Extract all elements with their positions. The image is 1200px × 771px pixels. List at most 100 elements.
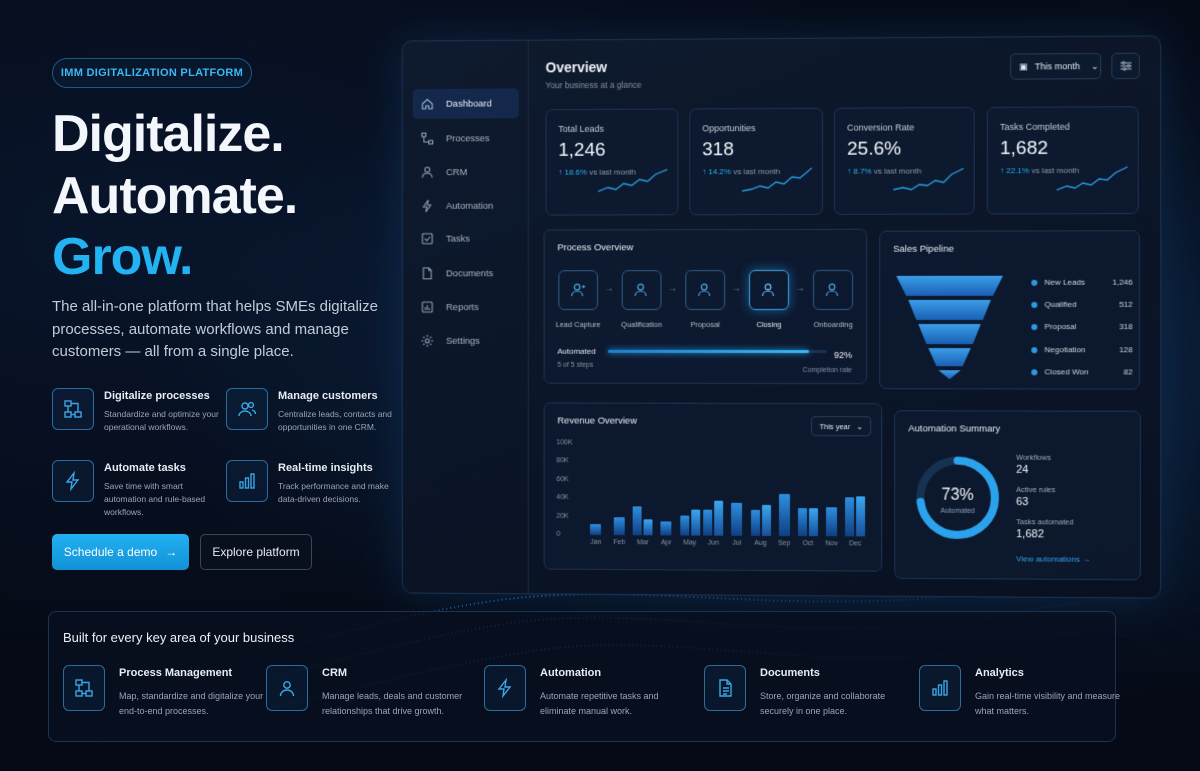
user-icon bbox=[569, 281, 587, 299]
area-analytics[interactable]: Analytics Gain real-time visibility and m… bbox=[919, 665, 1125, 719]
process-step[interactable] bbox=[685, 270, 726, 311]
kpi-card-tasks-completed[interactable]: Tasks Completed 1,682 ↑ 22.1% vs last mon… bbox=[986, 106, 1139, 215]
area-desc: Store, organize and collaborate securely… bbox=[760, 691, 886, 716]
y-tick-label: 0 bbox=[556, 530, 561, 538]
arrow-right-icon: → bbox=[667, 283, 678, 295]
funnel-stage bbox=[938, 370, 961, 380]
revenue-bar bbox=[750, 510, 760, 536]
schedule-demo-button[interactable]: Schedule a demo → bbox=[52, 534, 189, 570]
chevron-down-icon: ⌄ bbox=[856, 421, 863, 431]
period-value: This year bbox=[819, 421, 851, 431]
user-icon bbox=[762, 283, 775, 297]
step-label: Lead Capture bbox=[555, 319, 601, 329]
filter-button[interactable] bbox=[1111, 52, 1140, 80]
headline-line-3: Grow. bbox=[52, 228, 193, 286]
sidebar-item-documents[interactable]: Documents bbox=[413, 258, 519, 288]
feature-automate: Automate tasks Save time with smart autom… bbox=[52, 460, 222, 519]
sparkline bbox=[598, 165, 667, 195]
x-axis bbox=[545, 404, 882, 405]
kpi-card-opportunities[interactable]: Opportunities 318 ↑ 14.2% vs last month bbox=[689, 107, 824, 216]
stat-value: 1,682 bbox=[1016, 528, 1044, 541]
checkbox-icon bbox=[420, 232, 434, 246]
revenue-period-select[interactable]: This year ⌄ bbox=[810, 416, 872, 437]
kpi-label: Total Leads bbox=[558, 123, 604, 134]
process-icon bbox=[52, 388, 94, 430]
y-tick-label: 60K bbox=[556, 475, 569, 483]
revenue-bar bbox=[808, 508, 818, 537]
sidebar-item-processes[interactable]: Processes bbox=[413, 123, 519, 153]
completion-label: Completion rate bbox=[802, 367, 853, 375]
kpi-card-conversion-rate[interactable]: Conversion Rate 25.6% ↑ 8.7% vs last mont… bbox=[834, 107, 975, 215]
funnel-stage bbox=[918, 324, 981, 345]
stat-label: Workflows bbox=[1016, 452, 1051, 462]
page-title: Overview bbox=[545, 59, 608, 76]
y-tick-label: 20K bbox=[556, 512, 569, 520]
sidebar-item-crm[interactable]: CRM bbox=[413, 157, 519, 187]
x-tick-label: Jul bbox=[732, 539, 742, 547]
revenue-bar bbox=[632, 505, 642, 536]
process-step[interactable] bbox=[621, 270, 662, 311]
headline-line-1: Digitalize. bbox=[52, 105, 285, 163]
dashboard-window: Dashboard Processes CRM Automation Tasks… bbox=[401, 35, 1162, 599]
page-subtitle: Your business at a glance bbox=[545, 79, 642, 91]
gear-icon bbox=[420, 334, 434, 348]
kpi-value: 1,246 bbox=[558, 139, 606, 161]
x-tick-label: Jun bbox=[707, 539, 719, 547]
revenue-bar bbox=[797, 508, 807, 537]
feature-digitalize: Digitalize processes Standardize and opti… bbox=[52, 388, 222, 434]
sidebar-item-automation[interactable]: Automation bbox=[413, 191, 519, 221]
feature-desc: Track performance and make data-driven d… bbox=[278, 481, 389, 504]
explore-platform-button[interactable]: Explore platform bbox=[200, 534, 312, 570]
x-tick-label: Nov bbox=[825, 540, 838, 548]
x-tick-label: May bbox=[683, 539, 697, 547]
area-process-management[interactable]: Process Management Map, standardize and d… bbox=[63, 665, 269, 719]
funnel-stage bbox=[896, 275, 1004, 296]
revenue-bar bbox=[703, 509, 713, 536]
area-automation[interactable]: Automation Automate repetitive tasks and … bbox=[484, 665, 690, 719]
arrow-right-icon: → bbox=[603, 283, 614, 295]
revenue-bar bbox=[856, 495, 866, 537]
automated-label: Automated bbox=[557, 346, 596, 356]
nav-label: Reports bbox=[446, 301, 479, 313]
bar-chart-icon bbox=[226, 460, 268, 502]
sales-pipeline-card: Sales Pipeline New Leads 1,246 Qualified 5… bbox=[879, 230, 1140, 390]
area-crm[interactable]: CRM Manage leads, deals and customer rela… bbox=[266, 665, 472, 719]
period-select[interactable]: ▣ This month ⌄ bbox=[1010, 52, 1102, 80]
sidebar-item-dashboard[interactable]: Dashboard bbox=[412, 88, 519, 119]
area-documents[interactable]: Documents Store, organize and collaborate… bbox=[704, 665, 910, 719]
x-tick-label: Jan bbox=[590, 538, 602, 547]
sidebar-item-tasks[interactable]: Tasks bbox=[413, 224, 519, 254]
donut-label: Automated bbox=[940, 507, 975, 515]
revenue-bar bbox=[714, 500, 724, 536]
sidebar-item-reports[interactable]: Reports bbox=[413, 292, 519, 322]
nav-label: CRM bbox=[446, 166, 468, 178]
process-step[interactable] bbox=[812, 269, 854, 310]
pipeline-row: Negotiation 128 bbox=[1031, 345, 1133, 354]
bar-chart-icon bbox=[919, 665, 961, 711]
feature-insights: Real-time insights Track performance and … bbox=[226, 460, 396, 506]
feature-title: Automate tasks bbox=[104, 462, 186, 474]
process-step[interactable] bbox=[558, 270, 598, 311]
user-icon bbox=[420, 165, 434, 179]
sidebar-item-settings[interactable]: Settings bbox=[413, 326, 519, 356]
wave-particles-decoration bbox=[0, 578, 1200, 761]
card-title: Sales Pipeline bbox=[893, 243, 954, 255]
feature-desc: Centralize leads, contacts and opportuni… bbox=[278, 409, 392, 432]
lightning-icon bbox=[52, 460, 94, 502]
process-step-active[interactable] bbox=[749, 269, 789, 311]
area-title: Automation bbox=[540, 667, 602, 679]
kpi-card-total-leads[interactable]: Total Leads 1,246 ↑ 18.6% vs last month bbox=[545, 108, 679, 216]
x-tick-label: Oct bbox=[802, 540, 814, 548]
chevron-down-icon: ⌄ bbox=[1091, 60, 1099, 71]
lightning-icon bbox=[484, 665, 526, 711]
funnel-stage bbox=[908, 299, 991, 321]
user-icon bbox=[633, 281, 651, 299]
platform-badge: IMM DIGITALIZATION PLATFORM bbox=[52, 58, 252, 88]
area-desc: Manage leads, deals and customer relatio… bbox=[322, 691, 463, 716]
document-icon bbox=[704, 665, 746, 711]
nav-label: Tasks bbox=[446, 233, 470, 245]
stat-label: Tasks automated bbox=[1016, 517, 1074, 527]
users-icon bbox=[226, 388, 268, 430]
view-automations-link[interactable]: View automations → bbox=[1016, 554, 1091, 564]
revenue-bar-chart bbox=[584, 443, 867, 537]
